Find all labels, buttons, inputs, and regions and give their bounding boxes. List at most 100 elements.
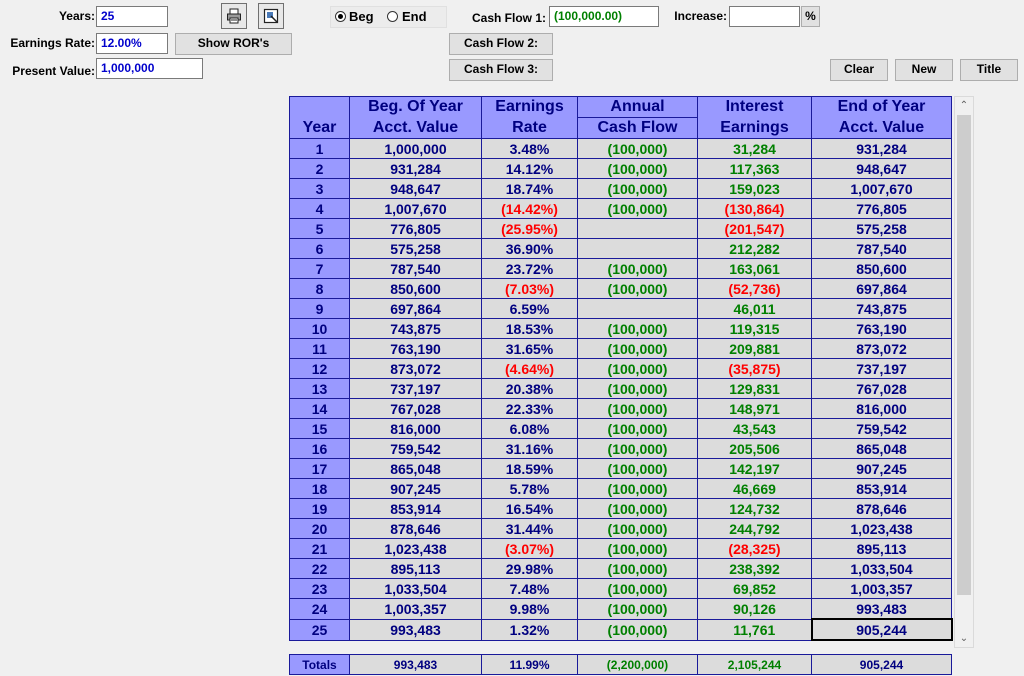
end-value-cell[interactable]: 767,028 [811, 378, 952, 399]
beg-value-cell[interactable]: 763,190 [349, 338, 482, 359]
year-cell[interactable]: 7 [289, 258, 350, 279]
interest-cell[interactable]: 205,506 [697, 438, 812, 459]
end-value-cell[interactable]: 907,245 [811, 458, 952, 479]
rate-cell[interactable]: (4.64%) [481, 358, 578, 379]
rate-cell[interactable]: 18.59% [481, 458, 578, 479]
end-value-cell[interactable]: 737,197 [811, 358, 952, 379]
cash-flow-cell[interactable]: (100,000) [577, 498, 698, 519]
end-value-cell[interactable]: 787,540 [811, 238, 952, 259]
rate-cell[interactable]: 18.53% [481, 318, 578, 339]
beg-value-cell[interactable]: 853,914 [349, 498, 482, 519]
beg-value-cell[interactable]: 873,072 [349, 358, 482, 379]
cash-flow-cell[interactable] [577, 218, 698, 239]
year-cell[interactable]: 18 [289, 478, 350, 499]
rate-cell[interactable]: 9.98% [481, 598, 578, 620]
interest-cell[interactable]: 31,284 [697, 138, 812, 159]
earnings-rate-input[interactable]: 12.00% [96, 33, 168, 54]
rate-cell[interactable]: 22.33% [481, 398, 578, 419]
rate-cell[interactable]: 16.54% [481, 498, 578, 519]
cash-flow-cell[interactable]: (100,000) [577, 158, 698, 179]
interest-cell[interactable]: 117,363 [697, 158, 812, 179]
end-value-cell[interactable]: 948,647 [811, 158, 952, 179]
end-value-cell[interactable]: 993,483 [811, 598, 952, 620]
end-value-cell[interactable]: 853,914 [811, 478, 952, 499]
cash-flow-cell[interactable]: (100,000) [577, 318, 698, 339]
cash-flow-cell[interactable]: (100,000) [577, 278, 698, 299]
cash-flow-3-button[interactable]: Cash Flow 3: [449, 59, 553, 81]
table-scrollbar[interactable]: ⌃ ⌄ [954, 96, 974, 648]
interest-cell[interactable]: 46,669 [697, 478, 812, 499]
end-value-cell[interactable]: 850,600 [811, 258, 952, 279]
rate-cell[interactable]: (3.07%) [481, 538, 578, 559]
beg-value-cell[interactable]: 865,048 [349, 458, 482, 479]
end-value-cell[interactable]: 697,864 [811, 278, 952, 299]
end-value-cell[interactable]: 1,003,357 [811, 578, 952, 599]
beg-value-cell[interactable]: 787,540 [349, 258, 482, 279]
rate-cell[interactable]: (14.42%) [481, 198, 578, 219]
year-cell[interactable]: 14 [289, 398, 350, 419]
beg-value-cell[interactable]: 931,284 [349, 158, 482, 179]
rate-cell[interactable]: 36.90% [481, 238, 578, 259]
beg-value-cell[interactable]: 850,600 [349, 278, 482, 299]
cash-flow-2-button[interactable]: Cash Flow 2: [449, 33, 553, 55]
interest-cell[interactable]: (52,736) [697, 278, 812, 299]
present-value-input[interactable]: 1,000,000 [96, 58, 203, 79]
end-value-cell[interactable]: 1,023,438 [811, 518, 952, 539]
rate-cell[interactable]: 31.65% [481, 338, 578, 359]
rate-cell[interactable]: 23.72% [481, 258, 578, 279]
preview-button[interactable] [258, 3, 284, 29]
cash-flow-cell[interactable] [577, 298, 698, 319]
year-cell[interactable]: 22 [289, 558, 350, 579]
rate-cell[interactable]: 29.98% [481, 558, 578, 579]
end-value-cell[interactable]: 743,875 [811, 298, 952, 319]
year-cell[interactable]: 17 [289, 458, 350, 479]
cash-flow-1-input[interactable]: (100,000.00) [549, 6, 659, 27]
percent-toggle[interactable]: % [801, 6, 820, 27]
interest-cell[interactable]: 69,852 [697, 578, 812, 599]
cash-flow-cell[interactable]: (100,000) [577, 578, 698, 599]
beg-value-cell[interactable]: 993,483 [349, 618, 482, 641]
scroll-down-icon[interactable]: ⌄ [959, 633, 969, 644]
end-value-cell[interactable]: 931,284 [811, 138, 952, 159]
cash-flow-cell[interactable]: (100,000) [577, 458, 698, 479]
cash-flow-cell[interactable]: (100,000) [577, 338, 698, 359]
beg-value-cell[interactable]: 1,007,670 [349, 198, 482, 219]
rate-cell[interactable]: 6.08% [481, 418, 578, 439]
scroll-thumb[interactable] [957, 115, 971, 595]
rate-cell[interactable]: 14.12% [481, 158, 578, 179]
beg-value-cell[interactable]: 575,258 [349, 238, 482, 259]
cash-flow-cell[interactable]: (100,000) [577, 378, 698, 399]
rate-cell[interactable]: 5.78% [481, 478, 578, 499]
cash-flow-cell[interactable] [577, 238, 698, 259]
beg-value-cell[interactable]: 816,000 [349, 418, 482, 439]
beg-value-cell[interactable]: 1,023,438 [349, 538, 482, 559]
cash-flow-cell[interactable]: (100,000) [577, 138, 698, 159]
beg-value-cell[interactable]: 1,033,504 [349, 578, 482, 599]
interest-cell[interactable]: (35,875) [697, 358, 812, 379]
year-cell[interactable]: 11 [289, 338, 350, 359]
interest-cell[interactable]: 212,282 [697, 238, 812, 259]
interest-cell[interactable]: 43,543 [697, 418, 812, 439]
rate-cell[interactable]: 6.59% [481, 298, 578, 319]
interest-cell[interactable]: 124,732 [697, 498, 812, 519]
end-value-cell[interactable]: 865,048 [811, 438, 952, 459]
beg-value-cell[interactable]: 767,028 [349, 398, 482, 419]
interest-cell[interactable]: 159,023 [697, 178, 812, 199]
interest-cell[interactable]: (28,325) [697, 538, 812, 559]
cash-flow-cell[interactable]: (100,000) [577, 438, 698, 459]
interest-cell[interactable]: 148,971 [697, 398, 812, 419]
cash-flow-cell[interactable]: (100,000) [577, 478, 698, 499]
interest-cell[interactable]: 11,761 [697, 618, 812, 641]
year-cell[interactable]: 12 [289, 358, 350, 379]
year-cell[interactable]: 19 [289, 498, 350, 519]
end-value-cell[interactable]: 1,007,670 [811, 178, 952, 199]
cash-flow-cell[interactable]: (100,000) [577, 618, 698, 641]
rate-cell[interactable]: 18.74% [481, 178, 578, 199]
end-value-cell[interactable]: 878,646 [811, 498, 952, 519]
year-cell[interactable]: 4 [289, 198, 350, 219]
cash-flow-cell[interactable]: (100,000) [577, 538, 698, 559]
year-cell[interactable]: 15 [289, 418, 350, 439]
year-cell[interactable]: 6 [289, 238, 350, 259]
end-value-cell[interactable]: 895,113 [811, 538, 952, 559]
interest-cell[interactable]: 90,126 [697, 598, 812, 620]
